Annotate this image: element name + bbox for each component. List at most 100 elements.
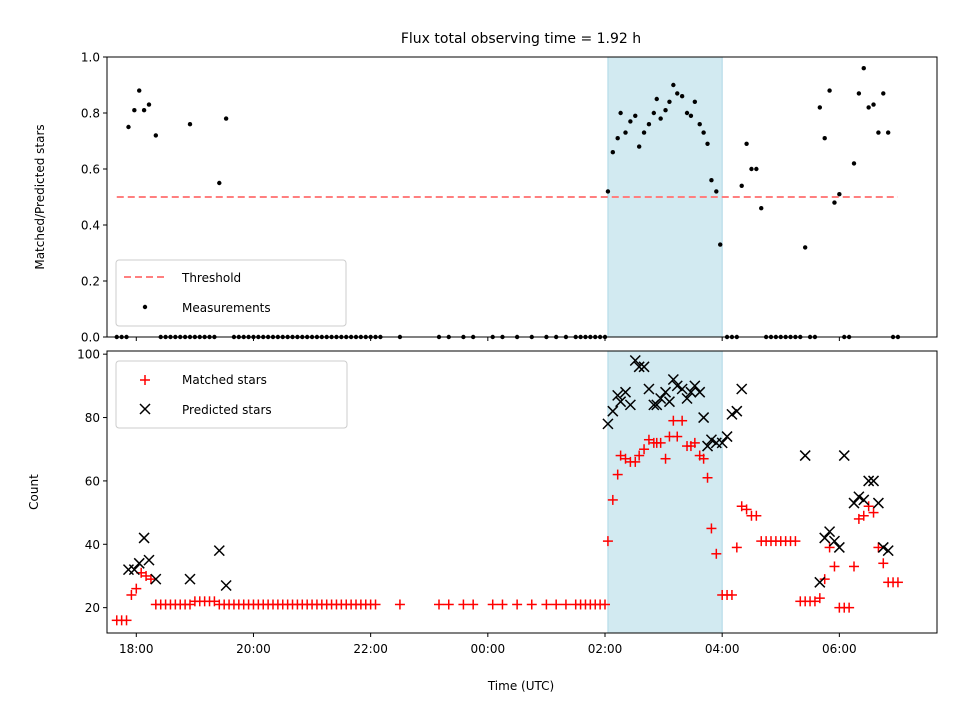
measurement-point: [701, 130, 706, 135]
top-y-tick-label: 0.0: [81, 331, 100, 345]
matched-star-point: [639, 444, 650, 455]
top-y-axis: 0.0 0.2 0.4 0.6 0.8 1.0: [81, 51, 107, 345]
measurement-point: [837, 192, 842, 197]
measurement-point: [605, 189, 611, 194]
top-y-tick-label: 0.2: [81, 275, 100, 289]
predicted-star-stroke: [150, 573, 162, 585]
measurement-point: [126, 124, 131, 130]
predicted-star-stroke: [643, 383, 655, 395]
measurement-point: [744, 141, 749, 146]
predicted-star-point: [867, 475, 880, 487]
predicted-star-stroke: [721, 431, 733, 443]
predicted-star-point: [629, 354, 641, 367]
predicted-star-point: [133, 557, 145, 569]
x-tick-label: 06:00: [822, 642, 857, 656]
matched-star-point: [726, 589, 737, 600]
predicted-star-point: [726, 408, 738, 420]
matched-star-point: [819, 574, 830, 585]
measurement-point: [667, 99, 672, 105]
predicted-star-stroke: [624, 399, 636, 411]
matched-star-point: [602, 536, 613, 547]
matched-star-point: [126, 589, 137, 600]
legend-predicted-swatch: [139, 403, 151, 415]
measurement-point: [137, 88, 142, 93]
measurement-point: [663, 108, 668, 113]
x-tick-label: 18:00: [119, 642, 154, 656]
predicted-star-stroke: [853, 491, 865, 503]
predicted-star-stroke: [671, 380, 683, 392]
predicted-star-point: [828, 535, 841, 547]
predicted-star-stroke: [872, 497, 884, 509]
matched-star-point: [873, 542, 884, 553]
predicted-star-stroke: [848, 497, 860, 509]
predicted-star-point: [853, 491, 865, 503]
predicted-star-point: [833, 541, 845, 553]
top-legend: Threshold Measurements: [115, 259, 347, 327]
matched-star-point: [660, 453, 671, 464]
matched-star-point: [630, 456, 641, 467]
predicted-star-stroke: [133, 557, 145, 569]
measurement-point: [802, 245, 808, 250]
measurement-point: [671, 82, 676, 88]
x-tick-label: 00:00: [471, 642, 506, 656]
measurement-point: [871, 102, 876, 107]
predicted-star-stroke: [681, 392, 693, 405]
predicted-star-point: [602, 418, 614, 430]
top-y-tick-label: 0.6: [81, 163, 100, 177]
matched-star-point: [121, 615, 132, 626]
matched-star-point: [458, 599, 469, 610]
bottom-y-tick-label: 60: [85, 474, 100, 488]
predicted-star-stroke: [867, 475, 880, 487]
matched-star-point: [145, 574, 156, 585]
matched-star-point: [790, 536, 801, 547]
predicted-star-stroke: [882, 545, 894, 557]
predicted-star-point: [143, 554, 155, 566]
predicted-star-point: [676, 383, 688, 395]
top-panel-frame: [106, 56, 938, 338]
bottom-y-tick-label: 80: [85, 411, 100, 425]
predicted-star-stroke: [799, 450, 811, 462]
measurement-point: [618, 110, 623, 116]
legend-measurements-label: Measurements: [182, 301, 271, 315]
bottom-legend-box: [115, 360, 348, 429]
matched-star-point: [677, 415, 688, 426]
predicted-star-stroke: [814, 576, 826, 588]
matched-star-point: [698, 453, 709, 464]
top-x-ticks: [135, 337, 840, 341]
matched-star-point: [443, 599, 454, 610]
predicted-star-stroke: [705, 434, 717, 446]
measurement-point: [633, 113, 638, 119]
predicted-star-stroke: [138, 532, 150, 544]
predicted-star-point: [213, 545, 225, 557]
legend-matched-label: Matched stars: [182, 373, 267, 387]
x-tick-label: 20:00: [236, 642, 271, 656]
predicted-star-point: [701, 440, 714, 452]
predicted-star-point: [689, 380, 701, 392]
predicted-star-point: [736, 383, 748, 395]
measurement-point: [623, 130, 628, 135]
matched-star-point: [541, 599, 552, 610]
measurement-point: [881, 91, 886, 96]
predicted-star-point: [607, 405, 619, 417]
measurement-point: [817, 105, 823, 110]
predicted-star-point: [638, 361, 650, 373]
predicted-star-stroke: [143, 554, 155, 566]
predicted-star-point: [698, 412, 710, 424]
measurement-point: [641, 130, 647, 135]
predicted-star-point: [619, 386, 632, 398]
predicted-star-point: [615, 396, 627, 408]
matched-star-point: [434, 599, 444, 610]
predicted-star-point: [138, 532, 150, 544]
predicted-star-stroke: [633, 361, 645, 373]
matched-star-point: [731, 542, 742, 553]
measurement-point: [636, 144, 642, 149]
predicted-star-point: [824, 526, 836, 538]
measurement-point: [692, 99, 698, 105]
x-tick-label: 22:00: [353, 642, 388, 656]
predicted-star-stroke: [619, 386, 632, 398]
matched-star-point: [655, 437, 666, 448]
measurement-point: [856, 91, 862, 96]
predicted-star-point: [877, 541, 889, 553]
matched-star-point: [560, 599, 571, 610]
predicted-star-stroke: [220, 579, 232, 592]
